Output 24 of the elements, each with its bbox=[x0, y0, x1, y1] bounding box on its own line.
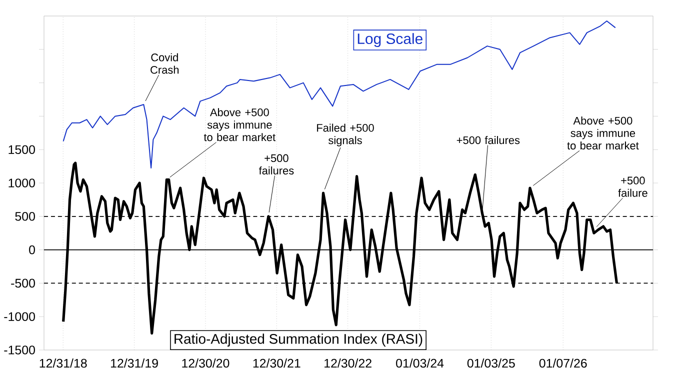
annotation: +500 failures bbox=[456, 136, 520, 144]
annotation: Failed +500 signals bbox=[317, 124, 374, 146]
y-tick-label: -500 bbox=[11, 278, 35, 288]
x-tick-label: 12/30/20 bbox=[182, 358, 230, 368]
y-tick-label: 0 bbox=[29, 245, 35, 254]
series-label: Log Scale bbox=[358, 33, 422, 48]
x-tick-label: 01/07/26 bbox=[539, 358, 587, 368]
annotation: +500 failures bbox=[258, 154, 294, 175]
annotation: +500 failure bbox=[618, 176, 648, 197]
annotation: Covid Crash bbox=[150, 53, 179, 74]
y-tick-label: -1500 bbox=[4, 346, 35, 354]
y-tick-label: 500 bbox=[15, 212, 35, 221]
y-tick-label: 1000 bbox=[8, 178, 35, 188]
text: Ratio-Adjusted Summation Index (RASI) bbox=[174, 334, 422, 347]
x-tick-label: 12/30/21 bbox=[253, 358, 300, 368]
annotation: Above +500 says immune to bear market bbox=[567, 116, 639, 150]
x-tick-label: 01/03/25 bbox=[467, 358, 515, 368]
x-tick-label: 12/31/19 bbox=[111, 358, 158, 368]
x-tick-label: 12/31/18 bbox=[40, 358, 87, 368]
x-tick-label: 12/30/22 bbox=[324, 358, 372, 368]
annotation: Above +500 says immune to bear market bbox=[204, 108, 276, 142]
y-tick-label: -1000 bbox=[4, 312, 35, 322]
x-tick-label: 01/03/24 bbox=[396, 358, 444, 368]
y-tick-label: 1500 bbox=[8, 145, 35, 154]
